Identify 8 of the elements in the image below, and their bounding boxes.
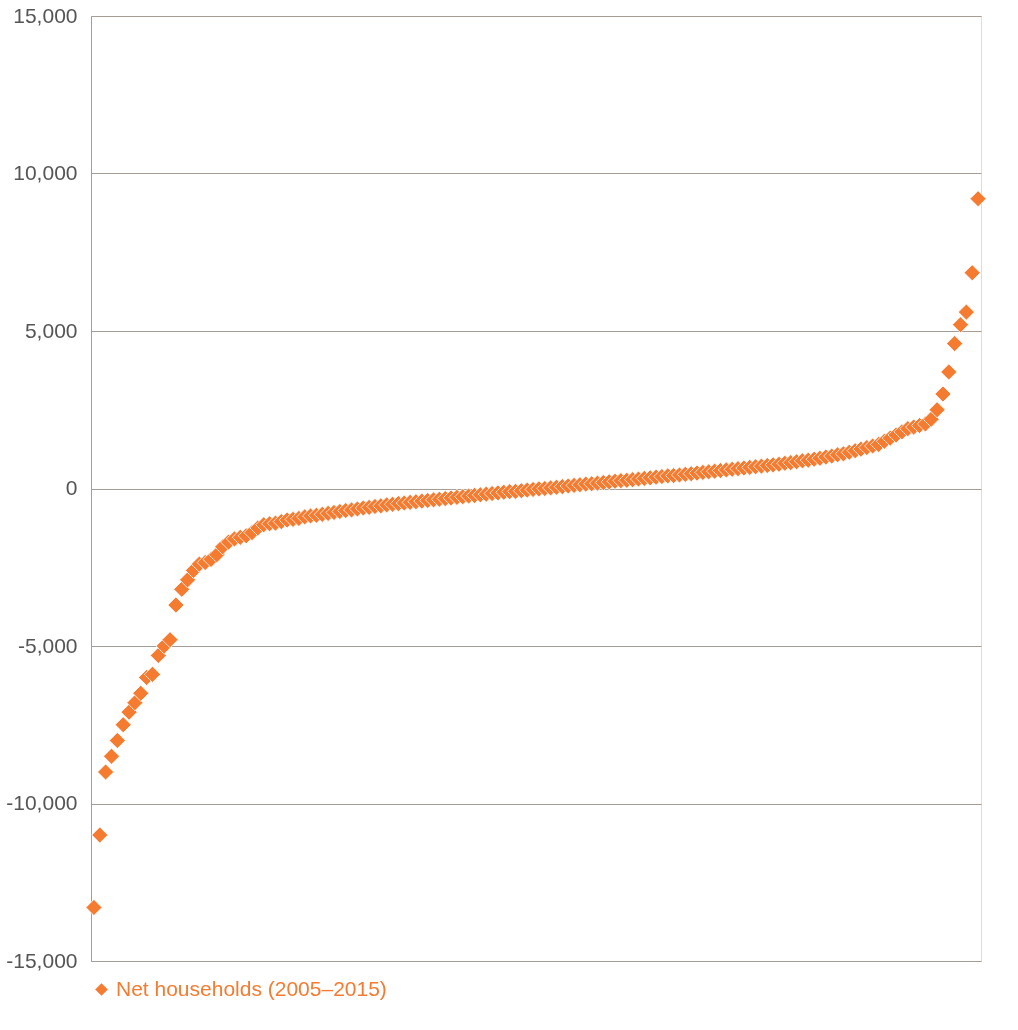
y-tick-label: -15,000 bbox=[6, 948, 78, 972]
y-tick-label: 0 bbox=[65, 476, 78, 499]
y-tick-label: -10,000 bbox=[6, 791, 78, 814]
y-tick-label: 15,000 bbox=[13, 3, 78, 27]
y-tick-label: 5,000 bbox=[24, 318, 78, 342]
y-tick-label: -5,000 bbox=[17, 633, 78, 657]
legend-label: Net households (2005–2015) bbox=[116, 976, 387, 1000]
y-tick-label: 10,000 bbox=[13, 161, 78, 184]
